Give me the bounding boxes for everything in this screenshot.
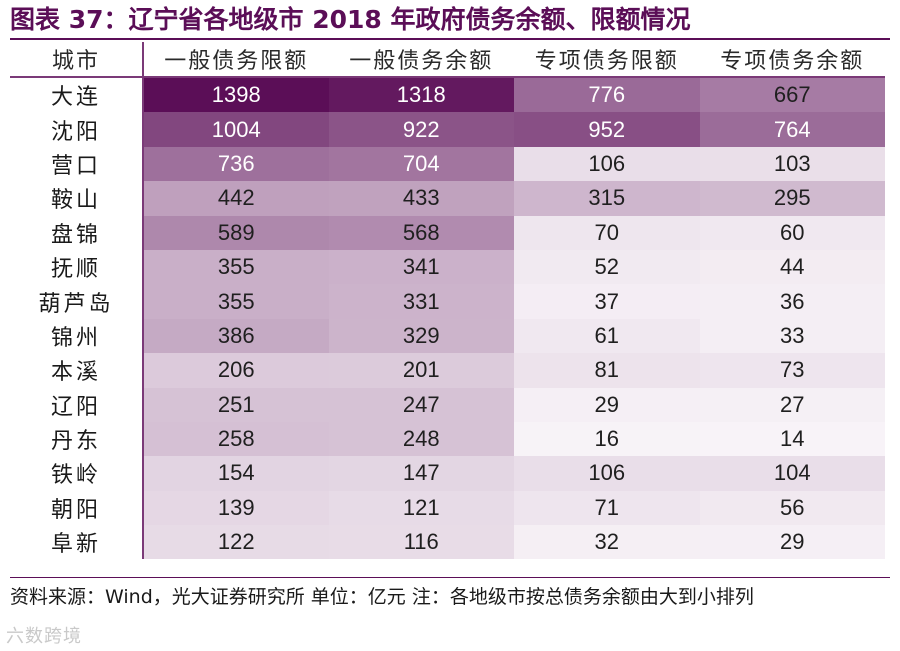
city-cell: 阜新 — [10, 525, 144, 560]
table-row: 营口 736 704 106 103 — [10, 146, 885, 182]
special-balance-cell: 27 — [699, 387, 885, 422]
general-balance-cell: 922 — [328, 112, 514, 147]
general-balance-cell: 433 — [328, 181, 514, 216]
special-balance-cell: 667 — [699, 77, 885, 113]
table-row: 丹东 258 248 16 14 — [10, 421, 885, 457]
general-balance-cell: 247 — [328, 387, 514, 422]
general-limit-cell: 154 — [143, 456, 329, 491]
special-limit-cell: 70 — [514, 215, 700, 250]
special-balance-cell: 14 — [699, 421, 885, 457]
city-cell: 辽阳 — [10, 387, 144, 422]
table-header-row: 城市 一般债务限额 一般债务余额 专项债务限额 专项债务余额 — [10, 42, 885, 77]
special-limit-cell: 37 — [514, 284, 700, 319]
city-cell: 锦州 — [10, 318, 144, 354]
header-special-balance: 专项债务余额 — [720, 49, 865, 74]
city-cell: 铁岭 — [10, 456, 144, 491]
general-balance-cell: 116 — [328, 525, 514, 560]
special-balance-cell: 60 — [699, 215, 885, 250]
general-limit-cell: 1398 — [143, 77, 329, 113]
table-row: 鞍山 442 433 315 295 — [10, 181, 885, 216]
city-cell: 沈阳 — [10, 112, 144, 147]
city-cell: 营口 — [10, 146, 144, 182]
special-limit-cell: 315 — [514, 181, 700, 216]
general-limit-cell: 122 — [143, 525, 329, 560]
general-limit-cell: 251 — [143, 387, 329, 422]
header-city: 城市 — [10, 42, 144, 77]
city-cell: 鞍山 — [10, 181, 144, 216]
table-row: 抚顺 355 341 52 44 — [10, 249, 885, 285]
special-balance-cell: 103 — [699, 146, 885, 182]
general-balance-cell: 121 — [328, 490, 514, 526]
special-limit-cell: 29 — [514, 387, 700, 422]
general-balance-cell: 341 — [328, 249, 514, 285]
general-balance-cell: 1318 — [328, 77, 514, 113]
general-limit-cell: 589 — [143, 215, 329, 250]
general-balance-cell: 704 — [328, 146, 514, 182]
table-row: 辽阳 251 247 29 27 — [10, 387, 885, 422]
debt-table: 城市 一般债务限额 一般债务余额 专项债务限额 专项债务余额 大连 1398 131… — [10, 42, 885, 560]
special-balance-cell: 73 — [699, 353, 885, 388]
general-limit-cell: 736 — [143, 146, 329, 182]
general-balance-cell: 331 — [328, 284, 514, 319]
general-limit-cell: 139 — [143, 490, 329, 526]
general-balance-cell: 248 — [328, 421, 514, 457]
general-balance-cell: 201 — [328, 353, 514, 388]
watermark: 六数跨境 — [6, 626, 82, 647]
city-cell: 丹东 — [10, 421, 144, 457]
special-limit-cell: 16 — [514, 421, 700, 457]
table-row: 葫芦岛 355 331 37 36 — [10, 284, 885, 319]
special-limit-cell: 32 — [514, 525, 700, 560]
special-balance-cell: 295 — [699, 181, 885, 216]
special-balance-cell: 56 — [699, 490, 885, 526]
city-cell: 本溪 — [10, 353, 144, 388]
table-row: 锦州 386 329 61 33 — [10, 318, 885, 354]
general-limit-cell: 206 — [143, 353, 329, 388]
special-balance-cell: 764 — [699, 112, 885, 147]
table-row: 大连 1398 1318 776 667 — [10, 77, 885, 113]
city-cell: 抚顺 — [10, 249, 144, 285]
figure-title: 图表 37：辽宁省各地级市 2018 年政府债务余额、限额情况 — [10, 5, 691, 34]
table-row: 铁岭 154 147 106 104 — [10, 456, 885, 491]
table-row: 朝阳 139 121 71 56 — [10, 490, 885, 526]
table-row: 本溪 206 201 81 73 — [10, 353, 885, 388]
special-balance-cell: 104 — [699, 456, 885, 491]
header-general-limit: 一般债务限额 — [164, 49, 309, 74]
general-limit-cell: 386 — [143, 318, 329, 354]
general-limit-cell: 355 — [143, 249, 329, 285]
title-divider — [10, 38, 890, 40]
table-row: 沈阳 1004 922 952 764 — [10, 112, 885, 147]
general-limit-cell: 442 — [143, 181, 329, 216]
general-limit-cell: 1004 — [143, 112, 329, 147]
table-row: 盘锦 589 568 70 60 — [10, 215, 885, 250]
special-balance-cell: 36 — [699, 284, 885, 319]
footnote-divider — [10, 577, 890, 578]
special-limit-cell: 952 — [514, 112, 700, 147]
special-limit-cell: 106 — [514, 146, 700, 182]
general-balance-cell: 568 — [328, 215, 514, 250]
special-limit-cell: 52 — [514, 249, 700, 285]
special-limit-cell: 81 — [514, 353, 700, 388]
special-limit-cell: 106 — [514, 456, 700, 491]
city-cell: 大连 — [10, 77, 144, 113]
header-general-balance: 一般债务余额 — [349, 49, 494, 74]
city-cell: 朝阳 — [10, 490, 144, 526]
header-special-limit: 专项债务限额 — [534, 49, 679, 74]
special-limit-cell: 71 — [514, 490, 700, 526]
general-balance-cell: 147 — [328, 456, 514, 491]
general-balance-cell: 329 — [328, 318, 514, 354]
general-limit-cell: 258 — [143, 421, 329, 457]
city-cell: 盘锦 — [10, 215, 144, 250]
special-balance-cell: 44 — [699, 249, 885, 285]
special-balance-cell: 29 — [699, 525, 885, 560]
city-cell: 葫芦岛 — [10, 284, 144, 319]
special-limit-cell: 61 — [514, 318, 700, 354]
source-footnote: 资料来源：Wind，光大证券研究所 单位：亿元 注：各地级市按总债务余额由大到小… — [10, 586, 754, 608]
special-limit-cell: 776 — [514, 77, 700, 113]
table-row: 阜新 122 116 32 29 — [10, 525, 885, 560]
special-balance-cell: 33 — [699, 318, 885, 354]
general-limit-cell: 355 — [143, 284, 329, 319]
